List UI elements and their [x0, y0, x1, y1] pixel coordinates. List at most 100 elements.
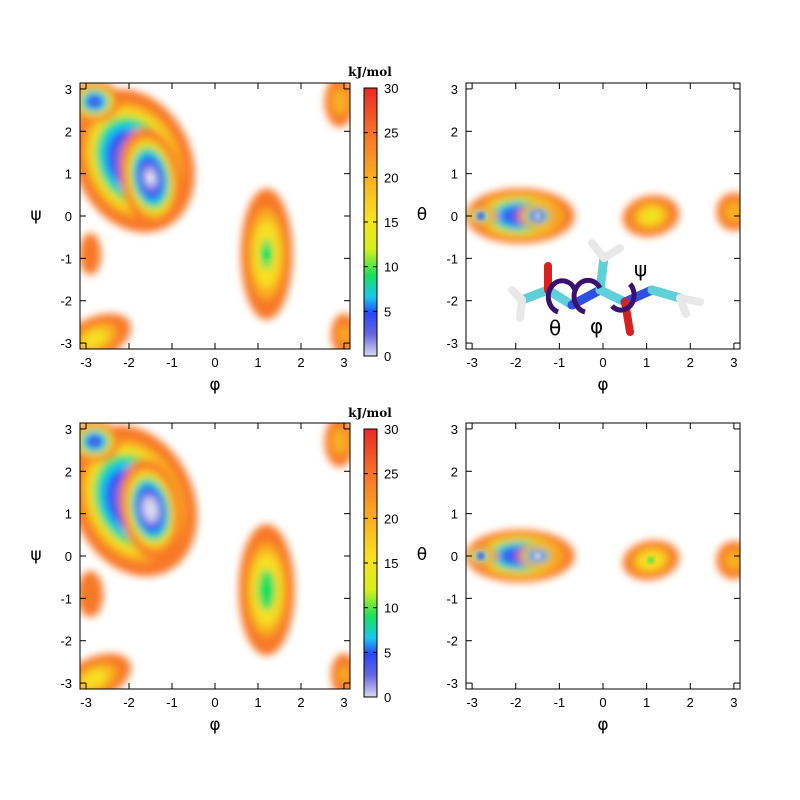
colorbar-tick-label: 25 — [384, 126, 398, 141]
y-tick-label: 3 — [65, 82, 72, 97]
y-tick-label: -1 — [446, 591, 458, 606]
y-tick-label: -3 — [60, 336, 72, 351]
x-tick-label: 0 — [599, 695, 606, 710]
minimum-point — [147, 174, 154, 181]
x-tick-label: -2 — [123, 695, 135, 710]
energy-contour — [338, 325, 350, 344]
x-tick-label: -3 — [80, 355, 92, 370]
heatmap-1 — [80, 83, 350, 349]
minimum-point — [534, 553, 541, 559]
colorbar-tick-label: 5 — [384, 645, 391, 660]
x-tick-label: 1 — [643, 695, 650, 710]
colorbar: 0 5 10 15 20 25 30 kJ/mol — [348, 406, 398, 705]
colorbar-unit-label: kJ/mol — [348, 65, 392, 79]
psi-annotation: ψ — [634, 257, 647, 281]
x-axis-label: φ — [209, 375, 220, 395]
minimum-point — [477, 553, 484, 559]
x-tick-label: 2 — [687, 355, 694, 370]
minimum-point — [147, 506, 154, 513]
heatmap-2 — [466, 188, 740, 244]
energy-contour — [81, 669, 108, 688]
minimum-point — [534, 213, 541, 219]
y-tick-label: 2 — [65, 464, 72, 479]
x-tick-label: -2 — [123, 355, 135, 370]
energy-contour — [83, 241, 97, 268]
energy-contour — [331, 88, 348, 116]
minimum-point — [647, 213, 654, 219]
panel-1: -3 -2 -1 0 1 2 3 -3 -2 -1 0 1 2 3 φ ψ 0 5 10 15 20 25 30 kJ/mol — [30, 65, 398, 395]
minimum-point — [647, 557, 654, 564]
colorbar-tick-label: 0 — [384, 349, 391, 364]
y-tick-label: -1 — [60, 251, 72, 266]
colorbar-tick-label: 10 — [384, 260, 398, 275]
x-tick-label: 2 — [297, 695, 304, 710]
y-tick-label: -2 — [446, 294, 458, 309]
minimum-point — [477, 213, 484, 219]
x-tick-label: 0 — [211, 355, 218, 370]
y-tick-label: -3 — [446, 336, 458, 351]
y-tick-label: 3 — [451, 422, 458, 437]
energy-contour — [338, 665, 350, 684]
colorbar-tick-label: 30 — [384, 81, 398, 96]
y-tick-label: 2 — [451, 124, 458, 139]
x-tick-label: 3 — [730, 355, 737, 370]
colorbar-tick-label: 20 — [384, 170, 398, 185]
y-tick-label: -2 — [60, 294, 72, 309]
colorbar-tick-label: 25 — [384, 467, 398, 482]
y-tick-label: -2 — [446, 634, 458, 649]
y-tick-label: -3 — [446, 676, 458, 691]
panel-3: -3 -2 -1 0 1 2 3 -3 -2 -1 0 1 2 3 φ ψ 0 5 10 15 20 25 30 kJ/mol — [30, 406, 398, 735]
y-axis-label: ψ — [30, 205, 41, 225]
x-tick-label: 1 — [254, 355, 261, 370]
minimum-point — [263, 586, 270, 593]
colorbar-tick-label: 5 — [384, 304, 391, 319]
x-tick-label: 3 — [730, 695, 737, 710]
colorbar-tick-label: 10 — [384, 601, 398, 616]
y-axis-label: θ — [417, 545, 427, 565]
energy-contour — [81, 329, 108, 348]
y-tick-label: 1 — [65, 507, 72, 522]
y-axis-label: θ — [417, 205, 427, 225]
x-tick-label: -1 — [166, 695, 178, 710]
x-tick-label: 2 — [297, 355, 304, 370]
y-axis-label: ψ — [30, 545, 41, 565]
x-tick-label: 0 — [599, 355, 606, 370]
colorbar-tick-label: 15 — [384, 215, 398, 230]
x-tick-label: -2 — [510, 695, 522, 710]
x-tick-label: 3 — [340, 695, 347, 710]
x-tick-label: 1 — [643, 355, 650, 370]
heatmap-4 — [466, 529, 740, 583]
molecule-illustration: θ φ ψ — [508, 239, 704, 340]
x-tick-label: -3 — [466, 695, 478, 710]
panel-2: -3 -2 -1 0 1 2 3 -3 -2 -1 0 1 2 3 φ θ — [417, 82, 741, 395]
x-tick-label: 2 — [687, 695, 694, 710]
y-tick-label: 3 — [65, 422, 72, 437]
x-tick-label: -1 — [554, 695, 566, 710]
colorbar-tick-label: 30 — [384, 422, 398, 437]
heatmap-3 — [80, 423, 350, 689]
y-tick-label: 3 — [451, 82, 458, 97]
theta-annotation: θ — [549, 316, 561, 340]
y-tick-label: 2 — [65, 124, 72, 139]
y-tick-label: 1 — [451, 507, 458, 522]
phi-annotation: φ — [590, 314, 603, 338]
x-tick-label: -1 — [166, 355, 178, 370]
energy-contour — [81, 578, 99, 610]
y-tick-label: 0 — [65, 209, 72, 224]
colorbar-tick-label: 20 — [384, 511, 398, 526]
minimum-point — [263, 251, 270, 258]
y-tick-label: 0 — [65, 549, 72, 564]
y-tick-label: 0 — [451, 209, 458, 224]
minimum-point — [91, 98, 98, 105]
y-tick-label: 1 — [65, 167, 72, 182]
colorbar-tick-label: 15 — [384, 556, 398, 571]
energy-contour — [331, 428, 348, 456]
colorbar: 0 5 10 15 20 25 30 kJ/mol — [348, 65, 398, 364]
x-axis-label: φ — [209, 715, 220, 735]
x-tick-label: 1 — [254, 695, 261, 710]
x-tick-label: -3 — [80, 695, 92, 710]
x-tick-label: 0 — [211, 695, 218, 710]
y-tick-label: -2 — [60, 634, 72, 649]
minimum-point — [91, 438, 98, 445]
